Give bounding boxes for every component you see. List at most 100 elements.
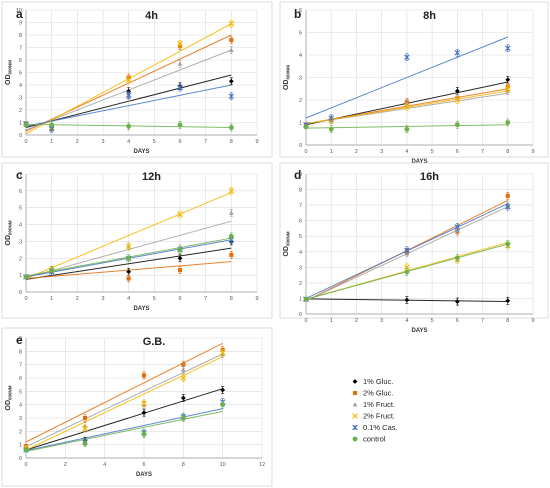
y-axis-label: OD600NM bbox=[5, 385, 13, 410]
data-point-1-gluc- bbox=[454, 299, 460, 304]
y-tick-label: 0 bbox=[19, 133, 22, 139]
x-tick-label: 10 bbox=[220, 462, 226, 468]
x-tick-label: 4 bbox=[127, 296, 130, 302]
y-tick-label: 8 bbox=[19, 349, 22, 355]
data-point-2-fruct- bbox=[219, 349, 226, 356]
x-axis-label: DAYS bbox=[136, 472, 152, 478]
data-point-0-1-cas- bbox=[404, 247, 410, 254]
data-point-control bbox=[23, 274, 29, 280]
x-tick-label: 4 bbox=[405, 318, 408, 324]
legend-marker-1-gluc- bbox=[352, 379, 358, 384]
chart-panel-c: 0 1 2 3 4 5 6 7 0 1 2 3 4 5 6 7 8 9 DAYS OD600NM c 12h bbox=[1, 162, 273, 319]
legend-label: 1% Gluc. bbox=[363, 377, 393, 386]
legend-marker-2-fruct- bbox=[352, 413, 358, 419]
y-tick-label: 3 bbox=[19, 416, 22, 422]
data-point-2-gluc- bbox=[229, 37, 234, 43]
x-tick-label: 9 bbox=[531, 318, 534, 324]
y-tick-label: 2 bbox=[19, 429, 22, 435]
data-point-control bbox=[505, 241, 511, 247]
data-point-1-gluc- bbox=[454, 88, 460, 94]
y-tick-label: 7 bbox=[19, 46, 22, 52]
legend-marker-1-fruct- bbox=[352, 402, 358, 407]
y-tick-label: 3 bbox=[299, 76, 302, 82]
y-tick-label: 6 bbox=[19, 376, 22, 382]
panel-letter: e bbox=[16, 333, 23, 347]
data-point-0-1-cas- bbox=[454, 224, 461, 230]
x-axis-label: DAYS bbox=[411, 159, 427, 165]
legend-marker-control bbox=[352, 436, 358, 442]
trendline-control bbox=[25, 410, 223, 452]
x-tick-label: 9 bbox=[255, 139, 258, 145]
x-tick-label: 0 bbox=[304, 318, 307, 324]
y-axis-label: OD600NM bbox=[283, 65, 291, 90]
y-tick-label: 6 bbox=[19, 189, 22, 195]
y-tick-label: 4 bbox=[19, 403, 22, 409]
legend-marker-2-gluc- bbox=[352, 390, 358, 396]
y-tick-label: 3 bbox=[299, 265, 302, 271]
y-tick-label: 0 bbox=[299, 143, 302, 149]
y-tick-label: 8 bbox=[19, 33, 22, 39]
y-tick-label: 9 bbox=[19, 336, 22, 342]
y-tick-label: 5 bbox=[19, 71, 22, 77]
y-tick-label: 5 bbox=[19, 389, 22, 395]
x-tick-label: 4 bbox=[127, 139, 130, 145]
data-point-0-1-cas- bbox=[454, 49, 461, 56]
x-tick-label: 3 bbox=[101, 296, 104, 302]
data-point-2-fruct- bbox=[504, 85, 511, 92]
y-tick-label: 5 bbox=[19, 206, 22, 212]
x-tick-label: 1 bbox=[50, 296, 53, 302]
trendline-2-gluc- bbox=[25, 342, 223, 443]
data-point-control bbox=[505, 120, 511, 125]
chart-panel-b: 0 1 2 3 4 5 6 0 1 2 3 4 5 6 7 8 9 DAYS OD600NM b 8h bbox=[279, 1, 549, 165]
panel-title: 4h bbox=[145, 10, 158, 22]
panel-frame bbox=[1, 162, 273, 319]
y-tick-label: 8 bbox=[299, 188, 302, 194]
x-tick-label: 9 bbox=[255, 296, 258, 302]
panel-title: 8h bbox=[423, 10, 436, 22]
data-point-control bbox=[404, 269, 410, 275]
data-point-1-gluc- bbox=[505, 77, 511, 83]
data-point-control bbox=[180, 415, 186, 421]
y-tick-label: 1 bbox=[299, 296, 302, 302]
data-point-control bbox=[141, 431, 147, 437]
panel-letter: a bbox=[16, 7, 23, 21]
trendline-0-1-cas- bbox=[305, 36, 508, 119]
x-tick-label: 6 bbox=[178, 139, 181, 145]
x-tick-label: 4 bbox=[103, 462, 106, 468]
data-point-control bbox=[228, 233, 234, 239]
data-point-control bbox=[328, 126, 334, 132]
data-point-control bbox=[404, 126, 410, 132]
legend-marker-0-1-cas- bbox=[352, 424, 358, 431]
data-point-control bbox=[303, 296, 309, 302]
x-tick-label: 6 bbox=[178, 296, 181, 302]
x-tick-label: 5 bbox=[153, 139, 156, 145]
y-tick-label: 9 bbox=[19, 21, 22, 27]
data-point-1-gluc- bbox=[180, 395, 186, 401]
trendline-0-1-cas- bbox=[25, 408, 223, 452]
x-axis-label: DAYS bbox=[411, 328, 427, 334]
data-point-0-1-cas- bbox=[125, 92, 132, 98]
data-point-0-1-cas- bbox=[404, 54, 410, 61]
y-tick-label: 1 bbox=[19, 121, 22, 127]
data-point-2-gluc- bbox=[177, 268, 183, 273]
y-tick-label: 9 bbox=[299, 172, 302, 178]
x-tick-label: 2 bbox=[76, 296, 79, 302]
data-point-control bbox=[454, 255, 460, 261]
y-tick-label: 2 bbox=[299, 281, 302, 287]
trendline-1-fruct- bbox=[25, 353, 223, 448]
data-point-2-fruct- bbox=[82, 425, 88, 432]
y-tick-label: 1 bbox=[19, 273, 22, 279]
data-point-1-gluc- bbox=[177, 255, 183, 261]
y-tick-label: 1 bbox=[19, 443, 22, 449]
legend-label: 2% Gluc. bbox=[363, 389, 393, 398]
data-point-2-gluc- bbox=[141, 373, 147, 378]
y-tick-label: 4 bbox=[19, 83, 22, 89]
y-tick-label: 0 bbox=[299, 312, 302, 318]
x-tick-label: 2 bbox=[355, 318, 358, 324]
data-point-control bbox=[177, 122, 183, 128]
data-point-control bbox=[126, 255, 132, 261]
x-tick-label: 3 bbox=[380, 318, 383, 324]
y-tick-label: 2 bbox=[299, 98, 302, 104]
data-point-1-fruct- bbox=[180, 367, 186, 372]
